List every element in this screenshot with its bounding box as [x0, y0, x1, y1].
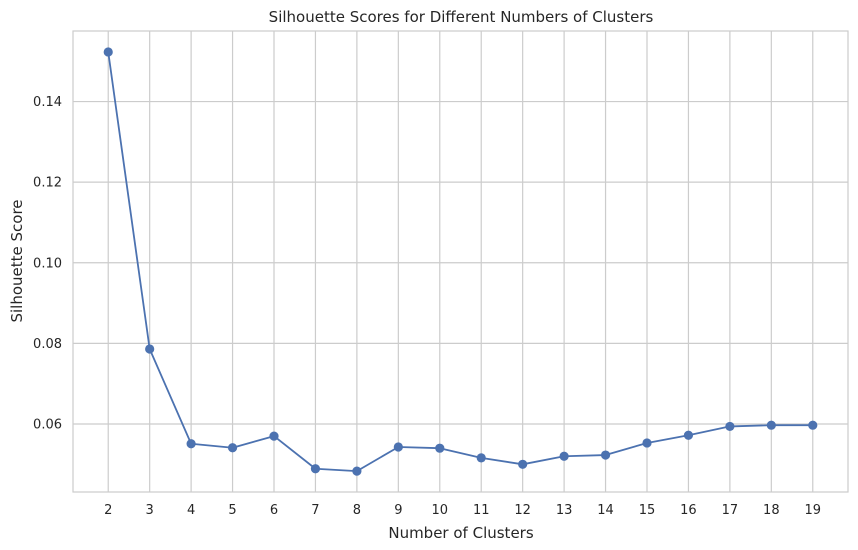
- data-point: [393, 442, 403, 452]
- y-axis-label: Silhouette Score: [8, 199, 26, 322]
- data-point: [310, 464, 321, 474]
- x-tick-label: 11: [473, 503, 490, 518]
- data-point: [808, 420, 818, 430]
- x-tick-label: 13: [556, 503, 573, 518]
- x-tick-label: 9: [394, 503, 402, 518]
- plot-frame: [72, 30, 849, 493]
- data-point: [476, 453, 486, 463]
- x-axis-label: Number of Clusters: [388, 524, 533, 542]
- y-tick-label: 0.08: [33, 337, 62, 352]
- data-point: [352, 466, 362, 476]
- x-tick-label: 12: [514, 503, 531, 518]
- x-tick-label: 10: [432, 503, 449, 518]
- y-tick-label: 0.12: [33, 176, 62, 191]
- data-point: [269, 431, 279, 441]
- x-tick-label: 3: [146, 503, 154, 518]
- y-tick-labels: 0.06 0.08 0.10 0.12 0.14: [33, 95, 62, 432]
- grid-lines: [73, 31, 848, 492]
- data-point: [186, 439, 196, 449]
- y-tick-label: 0.14: [33, 95, 62, 110]
- x-tick-label: 5: [228, 503, 236, 518]
- x-tick-label: 18: [763, 503, 780, 518]
- data-point: [435, 443, 445, 453]
- x-tick-label: 17: [722, 503, 739, 518]
- data-point: [103, 47, 113, 57]
- x-tick-label: 6: [270, 503, 278, 518]
- x-tick-label: 16: [680, 503, 697, 518]
- x-tick-label: 2: [104, 503, 112, 518]
- x-tick-label: 8: [353, 503, 361, 518]
- x-tick-label: 19: [804, 503, 821, 518]
- series-layer: [103, 47, 818, 476]
- data-point: [642, 438, 652, 448]
- data-point: [145, 344, 155, 354]
- series-line: [107, 51, 813, 473]
- x-tick-label: 15: [639, 503, 656, 518]
- y-tick-label: 0.06: [33, 418, 62, 433]
- data-point: [559, 451, 569, 461]
- data-point: [683, 430, 694, 440]
- chart-title: Silhouette Scores for Different Numbers …: [269, 8, 654, 26]
- x-tick-label: 4: [187, 503, 195, 518]
- x-tick-label: 7: [311, 503, 319, 518]
- data-point: [518, 459, 528, 469]
- data-point: [227, 443, 238, 453]
- x-tick-labels: 2 3 4 5 6 7 8 9 10 11 12 13 14 15 16 17 18 19: [104, 503, 821, 518]
- data-point: [725, 421, 735, 432]
- x-tick-label: 14: [597, 503, 614, 518]
- y-tick-label: 0.10: [33, 256, 62, 271]
- data-point: [766, 420, 776, 430]
- data-point: [600, 450, 611, 460]
